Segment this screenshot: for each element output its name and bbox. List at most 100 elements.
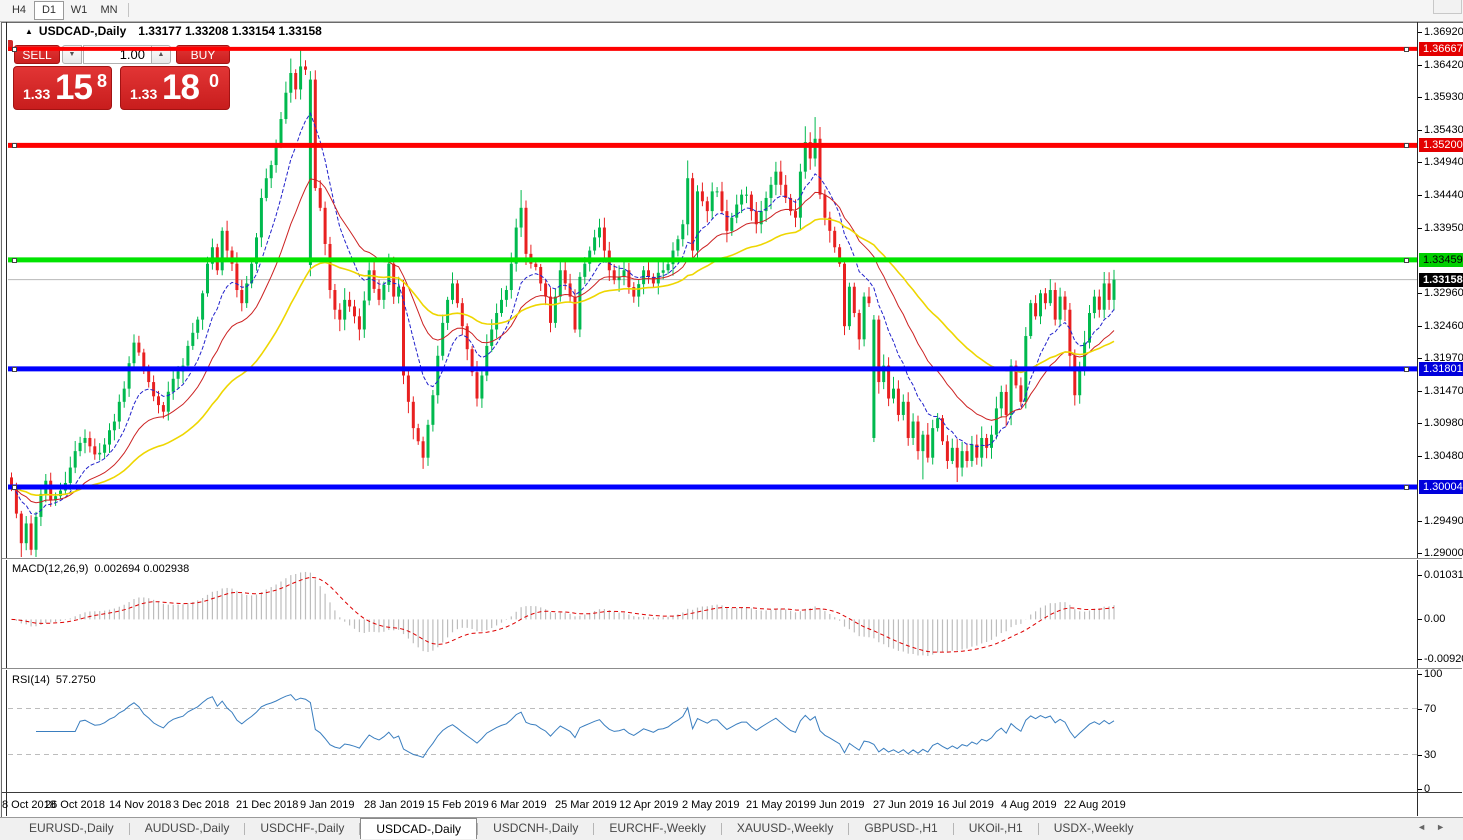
candle-body bbox=[210, 247, 214, 264]
time-axis-border bbox=[2, 792, 1462, 793]
timeframe-button-h4[interactable]: H4 bbox=[11, 4, 27, 16]
candle-body bbox=[970, 444, 974, 461]
chart-tab-ukoilh1[interactable]: UKOil-,H1 bbox=[968, 821, 1023, 835]
tab-scroll-left-icon[interactable]: ◄ bbox=[1417, 822, 1437, 832]
date-axis-label: 9 Jun 2019 bbox=[810, 799, 865, 811]
chart-tab-usdcnhdaily[interactable]: USDCNH-,Daily bbox=[493, 821, 579, 835]
candle-body bbox=[406, 375, 410, 402]
candle-body bbox=[994, 408, 998, 435]
line-drag-handle[interactable] bbox=[12, 258, 17, 263]
line-drag-handle[interactable] bbox=[1404, 47, 1409, 52]
chart-tab-xauusdweekly[interactable]: XAUUSD-,Weekly bbox=[736, 821, 834, 835]
candle-body bbox=[500, 299, 503, 314]
chart-tab-audusddaily[interactable]: AUDUSD-,Daily bbox=[144, 821, 230, 835]
timeframe-button-mn[interactable]: MN bbox=[100, 4, 118, 16]
buy-price-big: 18 bbox=[162, 68, 200, 107]
candle-body bbox=[137, 342, 141, 353]
candle-body bbox=[348, 299, 352, 307]
chart-tab-usdcaddaily[interactable]: USDCAD-,Daily bbox=[360, 818, 478, 839]
price-axis-tick bbox=[1418, 293, 1422, 294]
macd-name: MACD(12,26,9) bbox=[12, 563, 89, 575]
line-drag-handle[interactable] bbox=[12, 143, 17, 148]
candle-body bbox=[451, 283, 454, 300]
panel-collapse-handle[interactable] bbox=[8, 40, 13, 51]
candle-body bbox=[1107, 283, 1111, 300]
candle-body bbox=[573, 296, 577, 330]
candle-body bbox=[264, 178, 268, 198]
line-drag-handle[interactable] bbox=[1404, 143, 1409, 148]
sell-price-box[interactable]: 1.33 15 8 bbox=[13, 66, 112, 110]
candle-body bbox=[206, 263, 209, 294]
candle-body bbox=[1112, 279, 1116, 300]
timeframe-button-d1[interactable]: D1 bbox=[34, 1, 64, 20]
rsi-axis-tick bbox=[1418, 755, 1422, 756]
candle-body bbox=[514, 227, 518, 264]
candle-body bbox=[416, 428, 420, 442]
candle-body bbox=[965, 451, 969, 461]
price-level-plate: 1.31801 bbox=[1419, 362, 1463, 376]
candle-body bbox=[916, 421, 920, 452]
candle-body bbox=[999, 391, 1003, 409]
line-drag-handle[interactable] bbox=[1404, 367, 1409, 372]
candle-body bbox=[838, 247, 842, 264]
price-level-plate: 1.36667 bbox=[1419, 42, 1463, 56]
price-axis-tick-label: 1.36920 bbox=[1424, 26, 1463, 38]
macd-indicator-plot[interactable] bbox=[8, 561, 1417, 667]
candle-body bbox=[357, 316, 361, 330]
collapse-objects-icon[interactable]: ▲ bbox=[25, 27, 33, 36]
price-axis-tick bbox=[1418, 65, 1422, 66]
candle-body bbox=[666, 264, 670, 271]
candle-body bbox=[470, 349, 474, 373]
chart-tab-bar: EURUSD-,Daily AUDUSD-,Daily USDCHF-,Daily U… bbox=[0, 817, 1463, 840]
line-drag-handle[interactable] bbox=[1404, 258, 1409, 263]
candle-body bbox=[950, 447, 954, 461]
candle-body bbox=[847, 286, 851, 327]
line-drag-handle[interactable] bbox=[12, 485, 17, 490]
chart-tab-gbpusdh1[interactable]: GBPUSD-,H1 bbox=[864, 821, 938, 835]
pane-separator-2[interactable] bbox=[2, 668, 1462, 669]
line-drag-handle[interactable] bbox=[12, 47, 17, 52]
candle-body bbox=[88, 437, 92, 447]
line-drag-handle[interactable] bbox=[12, 367, 17, 372]
tab-scroll-right-icon[interactable]: ► bbox=[1436, 822, 1455, 832]
candle-body bbox=[872, 319, 876, 438]
rsi-axis-tick-label: 100 bbox=[1424, 668, 1443, 680]
tab-separator bbox=[952, 823, 954, 835]
candle-body bbox=[176, 371, 180, 379]
candle-body bbox=[622, 270, 626, 277]
tab-separator bbox=[593, 823, 595, 835]
candle-body bbox=[896, 388, 900, 415]
candle-body bbox=[808, 142, 812, 159]
price-axis-tick bbox=[1418, 391, 1422, 392]
rsi-indicator-plot[interactable] bbox=[8, 672, 1417, 791]
candle-body bbox=[19, 513, 23, 544]
timeframe-button-w1[interactable]: W1 bbox=[70, 4, 88, 16]
candle-body bbox=[166, 391, 170, 412]
candle-body bbox=[34, 516, 38, 550]
candle-body bbox=[843, 263, 846, 327]
price-axis-tick-label: 1.29490 bbox=[1424, 515, 1463, 527]
candle-body bbox=[495, 313, 499, 330]
candle-body bbox=[245, 283, 249, 304]
candle-body bbox=[598, 227, 601, 238]
date-axis-label: 6 Mar 2019 bbox=[491, 799, 547, 811]
candle-body bbox=[171, 378, 175, 392]
chart-window[interactable] bbox=[1, 22, 1463, 818]
pane-separator-1[interactable] bbox=[2, 558, 1462, 559]
chart-tab-eurusddaily[interactable]: EURUSD-,Daily bbox=[29, 821, 114, 835]
price-chart-plot[interactable] bbox=[8, 25, 1417, 557]
chart-tab-usdchfdaily[interactable]: USDCHF-,Daily bbox=[260, 821, 345, 835]
candle-body bbox=[990, 434, 993, 448]
tab-separator bbox=[244, 823, 246, 835]
candle-body bbox=[402, 286, 405, 376]
toolbar-fragment bbox=[1433, 0, 1462, 14]
line-drag-handle[interactable] bbox=[1404, 485, 1409, 490]
candle-body bbox=[696, 191, 699, 251]
chart-tab-usdxweekly[interactable]: USDX-,Weekly bbox=[1053, 821, 1134, 835]
chart-tab-eurchfweekly[interactable]: EURCHF-,Weekly bbox=[609, 821, 706, 835]
macd-axis-tick-label: -0.009203 bbox=[1424, 653, 1463, 665]
candle-body bbox=[1019, 385, 1023, 402]
candle-body bbox=[117, 401, 121, 422]
buy-price-box[interactable]: 1.33 18 0 bbox=[120, 66, 230, 110]
candle-body bbox=[127, 363, 131, 389]
